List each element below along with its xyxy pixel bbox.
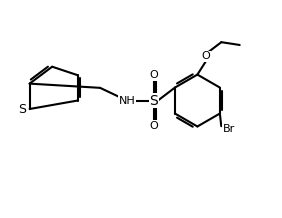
- Text: O: O: [149, 121, 158, 131]
- Text: S: S: [19, 102, 27, 116]
- Text: O: O: [201, 51, 210, 61]
- Text: NH: NH: [118, 95, 135, 106]
- Text: S: S: [149, 94, 158, 107]
- Text: Br: Br: [223, 124, 235, 134]
- Text: O: O: [149, 70, 158, 80]
